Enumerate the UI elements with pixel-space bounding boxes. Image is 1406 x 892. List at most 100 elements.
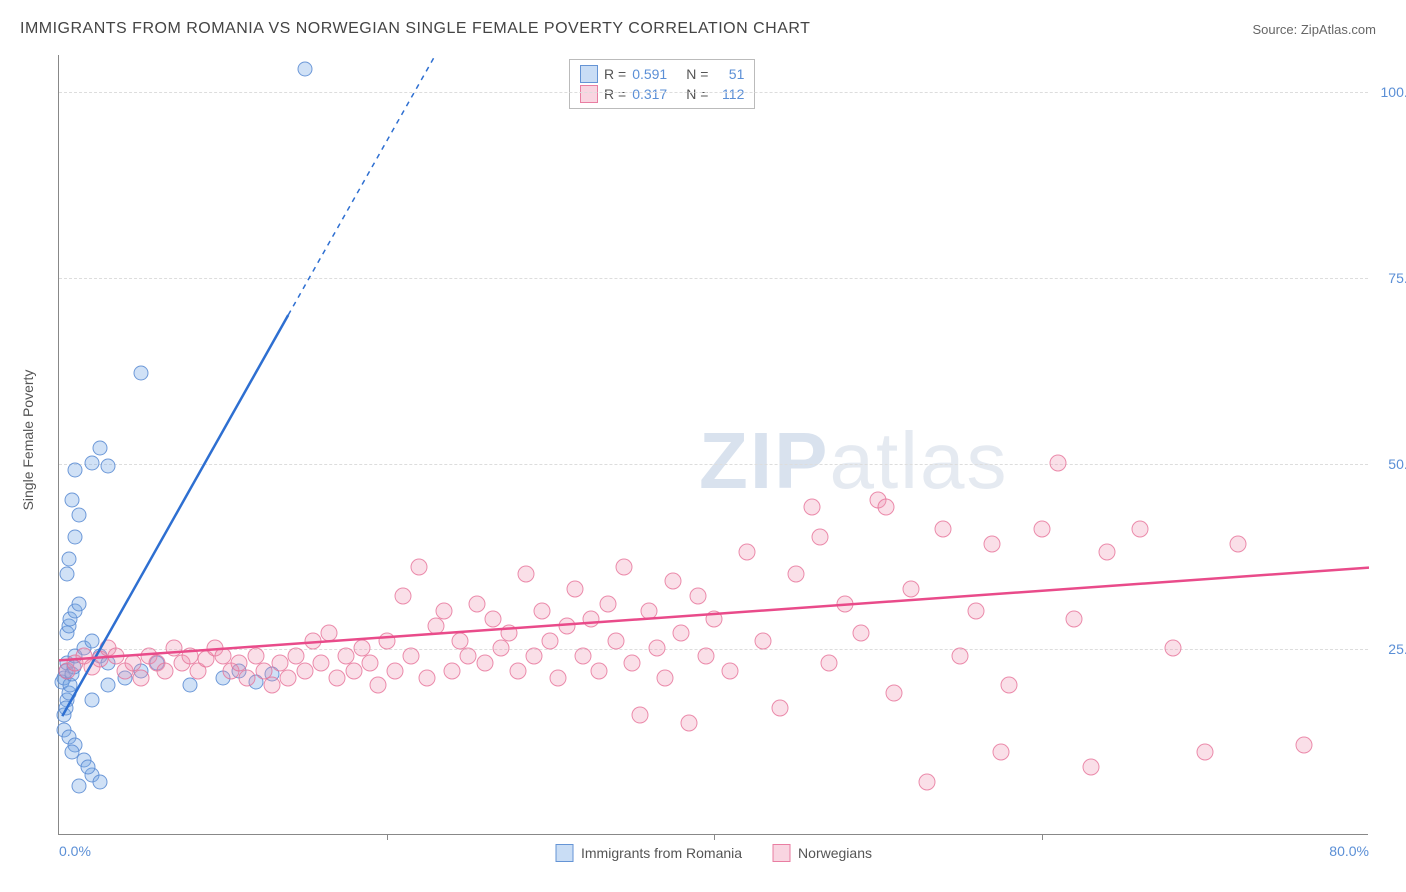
data-point-norwegian	[877, 499, 894, 516]
data-point-norwegian	[1066, 610, 1083, 627]
data-point-norwegian	[362, 655, 379, 672]
data-point-norwegian	[419, 670, 436, 687]
data-point-norwegian	[968, 603, 985, 620]
data-point-norwegian	[263, 677, 280, 694]
data-point-norwegian	[902, 580, 919, 597]
data-point-norwegian	[542, 632, 559, 649]
r-value: 0.591	[632, 66, 680, 82]
data-point-norwegian	[329, 670, 346, 687]
data-point-norwegian	[386, 662, 403, 679]
data-point-norwegian	[345, 662, 362, 679]
r-label: R =	[604, 66, 626, 82]
data-point-norwegian	[591, 662, 608, 679]
data-point-norwegian	[951, 647, 968, 664]
legend-item: Norwegians	[772, 844, 872, 862]
data-point-norwegian	[558, 618, 575, 635]
data-point-romania	[101, 678, 116, 693]
data-point-norwegian	[648, 640, 665, 657]
data-point-norwegian	[837, 595, 854, 612]
trend-overlay	[59, 55, 1369, 835]
chart-title: IMMIGRANTS FROM ROMANIA VS NORWEGIAN SIN…	[20, 20, 810, 38]
data-point-norwegian	[1099, 543, 1116, 560]
data-point-norwegian	[706, 610, 723, 627]
x-end-label: 80.0%	[1329, 843, 1369, 859]
data-point-romania	[84, 633, 99, 648]
data-point-norwegian	[403, 647, 420, 664]
data-point-norwegian	[566, 580, 583, 597]
data-point-norwegian	[157, 662, 174, 679]
data-point-norwegian	[239, 670, 256, 687]
legend-swatch-pink	[580, 85, 598, 103]
data-point-norwegian	[1197, 744, 1214, 761]
data-point-norwegian	[460, 647, 477, 664]
series-legend: Immigrants from Romania Norwegians	[555, 844, 872, 862]
data-point-norwegian	[501, 625, 518, 642]
data-point-norwegian	[615, 558, 632, 575]
gridline	[59, 92, 1368, 93]
gridline	[59, 278, 1368, 279]
x-tick-mark	[1042, 834, 1043, 840]
data-point-romania	[84, 455, 99, 470]
data-point-norwegian	[722, 662, 739, 679]
data-point-norwegian	[394, 588, 411, 605]
data-point-norwegian	[444, 662, 461, 679]
data-point-norwegian	[804, 499, 821, 516]
data-point-norwegian	[640, 603, 657, 620]
data-point-romania	[183, 678, 198, 693]
data-point-romania	[61, 552, 76, 567]
data-point-norwegian	[534, 603, 551, 620]
x-tick-mark	[387, 834, 388, 840]
data-point-romania	[71, 778, 86, 793]
data-point-norwegian	[624, 655, 641, 672]
data-point-norwegian	[665, 573, 682, 590]
data-point-norwegian	[812, 528, 829, 545]
data-point-norwegian	[476, 655, 493, 672]
y-axis-title: Single Female Poverty	[20, 370, 36, 511]
y-tick-label: 100.0%	[1373, 84, 1406, 100]
data-point-norwegian	[1033, 521, 1050, 538]
data-point-romania	[92, 775, 107, 790]
x-tick-mark	[714, 834, 715, 840]
watermark: ZIPatlas	[699, 415, 1008, 507]
data-point-romania	[71, 507, 86, 522]
trend-line-romania-extrapolated	[288, 55, 444, 315]
stats-legend: R =0.591N =51R =0.317N =112	[569, 59, 755, 109]
data-point-romania	[92, 440, 107, 455]
legend-swatch-blue	[580, 65, 598, 83]
data-point-norwegian	[304, 632, 321, 649]
data-point-norwegian	[583, 610, 600, 627]
gridline	[59, 464, 1368, 465]
r-value: 0.317	[632, 86, 680, 102]
data-point-norwegian	[435, 603, 452, 620]
scatter-chart: ZIPatlas R =0.591N =51R =0.317N =112 Imm…	[58, 55, 1368, 835]
stats-legend-row: R =0.317N =112	[580, 84, 744, 104]
n-value: 51	[714, 66, 744, 82]
data-point-romania	[297, 61, 312, 76]
data-point-norwegian	[1049, 454, 1066, 471]
data-point-norwegian	[935, 521, 952, 538]
data-point-romania	[81, 760, 96, 775]
legend-item: Immigrants from Romania	[555, 844, 742, 862]
data-point-romania	[68, 529, 83, 544]
data-point-norwegian	[738, 543, 755, 560]
n-label: N =	[686, 86, 708, 102]
data-point-romania	[60, 567, 75, 582]
data-point-norwegian	[296, 662, 313, 679]
source-prefix: Source:	[1252, 22, 1300, 37]
data-point-norwegian	[918, 774, 935, 791]
data-point-norwegian	[607, 632, 624, 649]
data-point-norwegian	[1000, 677, 1017, 694]
r-label: R =	[604, 86, 626, 102]
data-point-norwegian	[886, 684, 903, 701]
data-point-norwegian	[992, 744, 1009, 761]
data-point-norwegian	[550, 670, 567, 687]
data-point-norwegian	[771, 699, 788, 716]
data-point-norwegian	[1131, 521, 1148, 538]
data-point-norwegian	[1295, 736, 1312, 753]
data-point-norwegian	[697, 647, 714, 664]
legend-swatch-pink	[772, 844, 790, 862]
data-point-norwegian	[484, 610, 501, 627]
data-point-norwegian	[1230, 536, 1247, 553]
data-point-norwegian	[673, 625, 690, 642]
data-point-romania	[133, 366, 148, 381]
